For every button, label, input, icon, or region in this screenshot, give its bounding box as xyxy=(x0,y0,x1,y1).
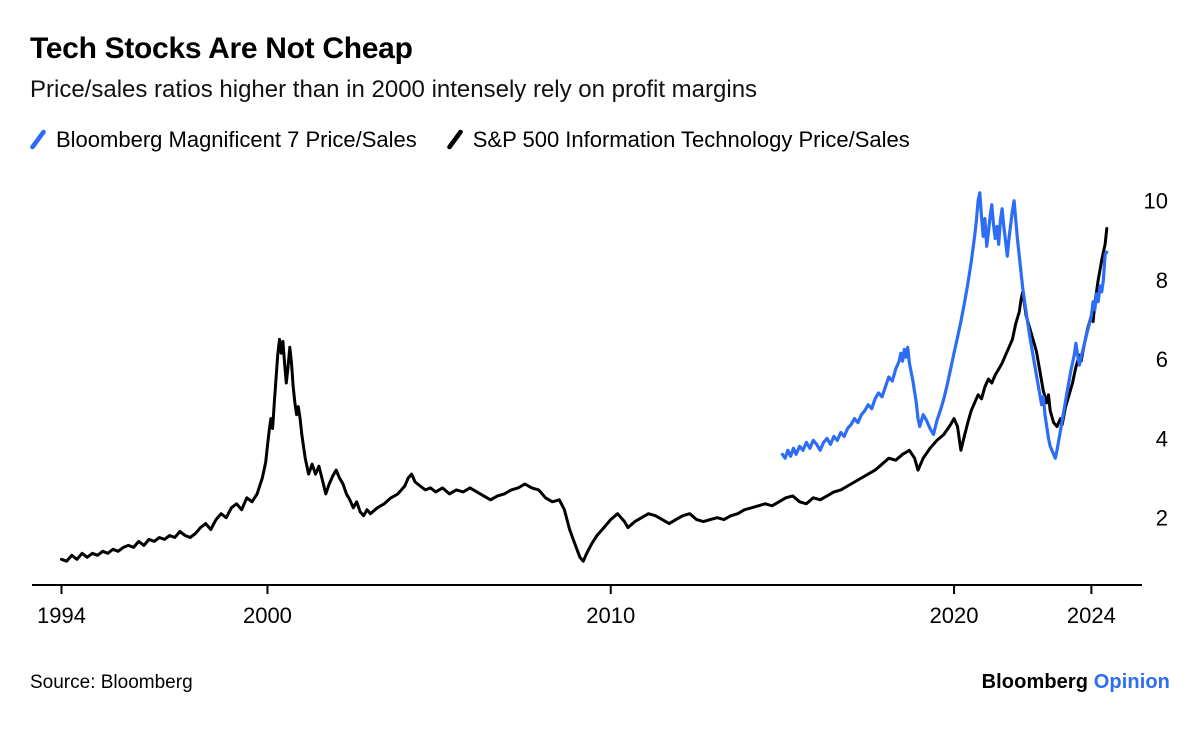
svg-text:2000: 2000 xyxy=(243,603,292,628)
svg-text:8: 8 xyxy=(1156,268,1168,293)
page-title: Tech Stocks Are Not Cheap xyxy=(30,32,413,65)
magnificent7-line-swatch-icon xyxy=(30,129,46,150)
brand-bloomberg: Bloomberg xyxy=(981,670,1089,693)
brand-opinion: Opinion xyxy=(1093,670,1170,693)
svg-text:4: 4 xyxy=(1156,426,1168,451)
chart-area: 1994 2000 2010 2020 2024 2 4 6 8 10 xyxy=(30,159,1170,637)
svg-text:1994: 1994 xyxy=(37,603,86,628)
svg-text:6: 6 xyxy=(1156,347,1168,372)
chart-subtitle: Price/sales ratios higher than in 2000 i… xyxy=(30,76,758,103)
svg-text:2024: 2024 xyxy=(1067,603,1116,628)
svg-text:2010: 2010 xyxy=(586,603,635,628)
bloomberg-opinion-logo: Bloomberg Opinion xyxy=(982,671,1170,694)
chart-legend: Bloomberg Magnificent 7 Price/Sales S&P … xyxy=(30,127,1170,153)
legend-item-magnificent7: Bloomberg Magnificent 7 Price/Sales xyxy=(30,127,417,153)
legend-label-sp500-it: S&P 500 Information Technology Price/Sal… xyxy=(472,126,910,152)
svg-text:2020: 2020 xyxy=(930,603,979,628)
source-note: Source: Bloomberg xyxy=(30,671,193,693)
svg-text:10: 10 xyxy=(1144,189,1168,214)
chart-footer: Source: Bloomberg Bloomberg Opinion xyxy=(30,671,1170,734)
legend-label-magnificent7: Bloomberg Magnificent 7 Price/Sales xyxy=(56,126,417,152)
sp500-it-line-swatch-icon xyxy=(446,129,463,150)
legend-item-sp500-it: S&P 500 Information Technology Price/Sal… xyxy=(446,126,910,153)
svg-text:2: 2 xyxy=(1156,505,1168,530)
line-chart: 1994 2000 2010 2020 2024 2 4 6 8 10 xyxy=(32,189,1168,628)
